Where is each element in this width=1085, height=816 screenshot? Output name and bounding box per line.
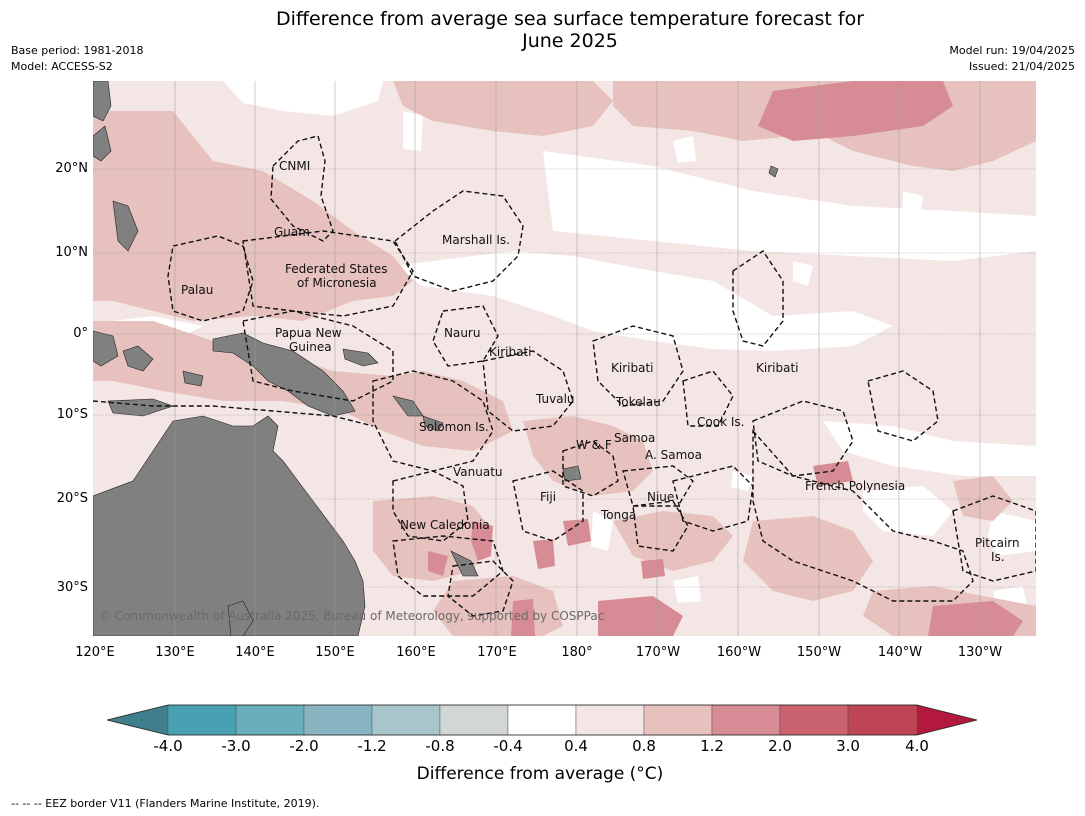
eez-legend-note: -- -- -- EEZ border V11 (Flanders Marine…	[11, 797, 320, 810]
sst-anomaly-map: CNMI Guam Marshall Is. Federated States …	[93, 81, 1036, 636]
colorbar-tick: -1.2	[357, 737, 387, 755]
colorbar-low-extension	[107, 705, 168, 735]
colorbar-bin	[711, 704, 781, 736]
colorbar-outline	[107, 704, 978, 736]
lat-label-30s: 30°S	[56, 580, 88, 595]
label-marshall: Marshall Is.	[442, 233, 510, 247]
label-fsm-1: Federated States	[285, 262, 387, 276]
label-nauru: Nauru	[444, 326, 480, 340]
label-fsm-2: of Micronesia	[297, 276, 377, 290]
label-french-polynesia: French Polynesia	[805, 479, 905, 493]
label-tuvalu: Tuvalu	[535, 392, 575, 406]
label-niue: Niue	[647, 490, 674, 504]
near-normal-areas	[113, 81, 1036, 613]
colorbar-tick: -2.0	[289, 737, 319, 755]
graticule	[93, 168, 1036, 588]
lat-label-0: 0°	[73, 326, 88, 341]
label-fiji: Fiji	[540, 490, 556, 504]
eez-borders	[93, 135, 1036, 617]
label-guam: Guam	[274, 225, 310, 239]
colorbar-tick: -4.0	[153, 737, 183, 755]
label-tokelau: Tokelau	[615, 395, 661, 409]
meta-right: Model run: 19/04/2025 Issued: 21/04/2025	[949, 43, 1075, 75]
label-kiribati-central: Kiribati	[611, 361, 653, 375]
colorbar	[107, 704, 978, 736]
model-name: Model: ACCESS-S2	[11, 60, 113, 73]
issued-date: Issued: 21/04/2025	[968, 60, 1075, 73]
map-title-line2: June 2025	[522, 30, 618, 52]
lon-label-130w: 130°W	[957, 645, 1003, 660]
map-panel: CNMI Guam Marshall Is. Federated States …	[93, 81, 1036, 636]
colorbar-bin	[507, 704, 577, 736]
colorbar-high-extension	[917, 705, 977, 735]
label-vanuatu: Vanuatu	[453, 465, 503, 479]
colorbar-tick: 0.4	[564, 737, 588, 755]
label-png-1: Papua New	[275, 326, 342, 340]
colorbar-tick: -0.4	[493, 737, 523, 755]
meta-left: Base period: 1981-2018 Model: ACCESS-S2	[11, 43, 143, 75]
lon-label-150w: 150°W	[796, 645, 842, 660]
lon-label-150e: 150°E	[315, 645, 355, 660]
colorbar-bin	[167, 704, 237, 736]
colorbar-tick: 0.8	[632, 737, 656, 755]
map-title-line1: Difference from average sea surface temp…	[275, 8, 865, 30]
label-pitcairn-1: Pitcairn	[975, 536, 1020, 550]
lon-label-130e: 130°E	[155, 645, 195, 660]
colorbar-bin	[779, 704, 849, 736]
colorbar-bin	[643, 704, 713, 736]
model-run: Model run: 19/04/2025	[949, 44, 1075, 57]
colorbar-tick: 4.0	[905, 737, 929, 755]
region-labels: CNMI Guam Marshall Is. Federated States …	[181, 159, 1020, 564]
lon-label-160w: 160°W	[716, 645, 762, 660]
colorbar-tick: 3.0	[836, 737, 860, 755]
label-solomon-islands: Solomon Is.	[419, 420, 489, 434]
lon-label-120e: 120°E	[75, 645, 115, 660]
colorbar-tick: -0.8	[425, 737, 455, 755]
lat-label-10n: 10°N	[55, 245, 88, 260]
label-tonga: Tonga	[600, 508, 636, 522]
label-palau: Palau	[181, 283, 213, 297]
lat-label-20n: 20°N	[55, 161, 88, 176]
lon-label-160e: 160°E	[396, 645, 436, 660]
colorbar-bin	[303, 704, 373, 736]
base-period: Base period: 1981-2018	[11, 44, 144, 57]
colorbar-tick: -3.0	[221, 737, 251, 755]
label-kiribati-west: Kiribati	[489, 345, 531, 359]
colorbar-tick: 2.0	[768, 737, 792, 755]
label-cnmi: CNMI	[279, 159, 310, 173]
label-kiribati-east: Kiribati	[756, 361, 798, 375]
lon-label-140w: 140°W	[877, 645, 923, 660]
label-samoa: Samoa	[614, 431, 655, 445]
lon-label-170e: 170°E	[477, 645, 517, 660]
lat-label-10s: 10°S	[56, 407, 88, 422]
meridians	[174, 81, 981, 636]
colorbar-bin	[235, 704, 305, 736]
label-cook-islands: Cook Is.	[697, 415, 744, 429]
label-png-2: Guinea	[289, 340, 332, 354]
lon-label-180: 180°	[561, 645, 593, 660]
colorbar-bin	[439, 704, 509, 736]
label-american-samoa: A. Samoa	[645, 448, 702, 462]
label-new-caledonia: New Caledonia	[400, 518, 490, 532]
lon-label-140e: 140°E	[235, 645, 275, 660]
colorbar-bin	[847, 704, 918, 736]
label-pitcairn-2: Is.	[991, 550, 1005, 564]
colorbar-label: Difference from average (°C)	[416, 764, 664, 784]
label-wallis-futuna: W & F	[576, 438, 612, 452]
copyright-notice: © Commonwealth of Australia 2025, Bureau…	[99, 609, 605, 623]
colorbar-bin	[371, 704, 441, 736]
colorbar-tick: 1.2	[700, 737, 724, 755]
moderate-warm-areas	[93, 81, 1036, 636]
lon-label-170w: 170°W	[635, 645, 681, 660]
map-title: Difference from average sea surface temp…	[170, 8, 970, 52]
lat-label-20s: 20°S	[56, 491, 88, 506]
colorbar-bin	[575, 704, 645, 736]
